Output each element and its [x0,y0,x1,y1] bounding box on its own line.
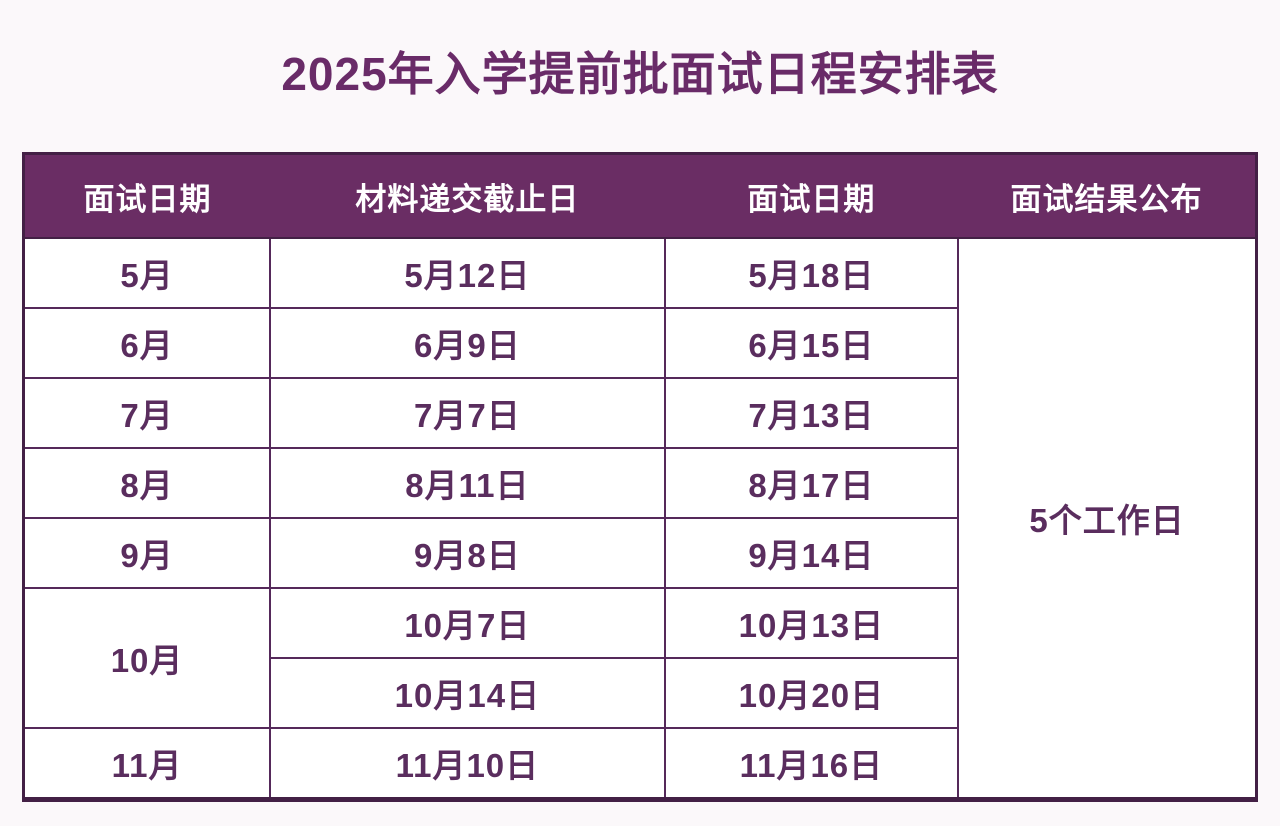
table-header-row: 面试日期 材料递交截止日 面试日期 面试结果公布 [23,153,1257,239]
deadline-cell: 9月8日 [269,517,666,589]
interview-date-cell: 11月16日 [663,727,960,801]
deadline-cell: 10月7日 [269,587,666,659]
schedule-table: 面试日期 材料递交截止日 面试日期 面试结果公布 5月 5月12日 5月18日 … [22,152,1258,802]
table-row: 7月 7月7日 7月13日 [22,377,1257,449]
month-cell: 6月 [22,307,272,379]
interview-date-cell: 10月13日 [663,587,960,659]
interview-date-cell: 8月17日 [663,447,960,519]
deadline-cell: 8月11日 [269,447,666,519]
col-header-material-deadline: 材料递交截止日 [270,153,665,239]
deadline-cell: 5月12日 [269,237,666,309]
page-title: 2025年入学提前批面试日程安排表 [281,48,999,100]
table-row: 8月 8月11日 8月17日 [22,447,1257,519]
deadline-cell: 11月10日 [269,727,666,801]
interview-date-cell: 7月13日 [663,377,960,449]
month-cell: 11月 [22,727,272,801]
deadline-cell: 10月14日 [269,657,666,729]
result-cell: 5个工作日 [957,237,1258,801]
deadline-cell: 6月9日 [269,307,666,379]
table-row: 10月14日 10月20日 [24,657,1257,729]
table-row: 9月 9月8日 9月14日 [22,517,1257,589]
table-row: 6月 6月9日 6月15日 [22,307,1257,379]
month-cell: 8月 [22,447,272,519]
interview-date-cell: 6月15日 [663,307,960,379]
table-row: 5月 5月12日 5月18日 5个工作日 [22,237,1258,801]
deadline-cell: 7月7日 [269,377,666,449]
month-cell: 5月 [22,237,272,309]
col-header-result-announcement: 面试结果公布 [958,153,1257,239]
col-header-interview-date: 面试日期 [664,153,959,239]
month-cell: 9月 [22,517,272,589]
table-row: 11月 11月10日 11月16日 [22,727,1257,801]
interview-date-cell: 9月14日 [663,517,960,589]
month-cell: 7月 [22,377,272,449]
month-cell: 10月 [22,587,272,729]
interview-date-cell: 10月20日 [663,657,960,729]
table-row: 10月 10月7日 10月13日 [22,587,1257,729]
col-header-interview-month: 面试日期 [23,153,271,239]
interview-date-cell: 5月18日 [663,237,960,309]
